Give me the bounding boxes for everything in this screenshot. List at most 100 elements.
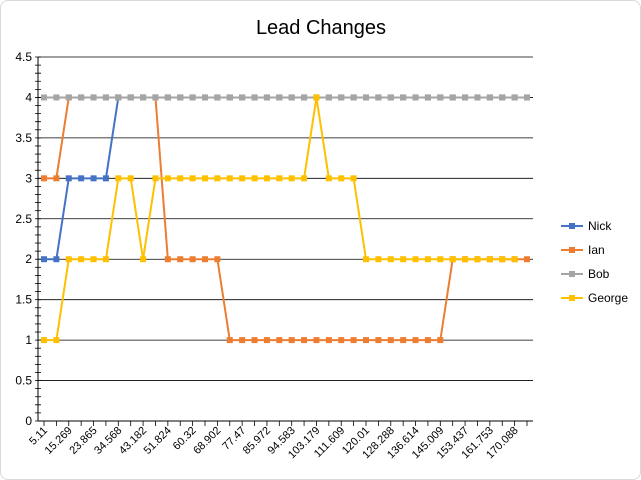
legend-item: Ian (561, 243, 605, 257)
data-point (239, 175, 246, 182)
data-point (164, 256, 171, 263)
data-point (276, 94, 283, 101)
data-point (338, 94, 345, 101)
data-point (338, 337, 345, 344)
data-point (102, 175, 109, 182)
data-point (412, 256, 419, 263)
data-point (263, 94, 270, 101)
chart-title: Lead Changes (256, 17, 386, 39)
data-point (115, 94, 122, 101)
series-george (41, 94, 518, 344)
data-point (350, 175, 357, 182)
data-point (313, 94, 320, 101)
data-point (301, 175, 308, 182)
data-point (288, 337, 295, 344)
data-point (437, 94, 444, 101)
data-point (202, 175, 208, 182)
data-point (511, 94, 518, 101)
data-point (53, 256, 60, 263)
y-tick-label: 2.5 (15, 212, 32, 226)
data-point (486, 94, 493, 101)
data-point (325, 175, 332, 182)
data-point (288, 94, 295, 101)
data-point (375, 337, 382, 344)
y-tick-label: 4.5 (15, 50, 32, 64)
data-point (226, 337, 233, 344)
legend-item: Bob (561, 267, 610, 281)
data-point (127, 94, 134, 101)
data-point (387, 337, 394, 344)
data-point (499, 94, 506, 101)
data-point (437, 337, 444, 344)
y-tick-label: 3 (25, 171, 32, 185)
data-point (437, 256, 444, 263)
legend-marker (569, 247, 575, 253)
data-point (90, 256, 97, 263)
data-point (524, 256, 530, 263)
data-point (41, 175, 47, 182)
data-point (301, 94, 308, 101)
data-point (338, 175, 345, 182)
data-point (363, 94, 369, 101)
legend-marker (569, 223, 575, 229)
data-point (325, 337, 332, 344)
data-point (202, 256, 208, 263)
data-point (102, 256, 109, 263)
data-point (65, 94, 72, 101)
data-point (78, 256, 85, 263)
data-point (424, 337, 431, 344)
data-point (350, 94, 357, 101)
series-bob (41, 94, 530, 101)
data-point (263, 337, 270, 344)
data-point (350, 337, 357, 344)
data-point (288, 175, 295, 182)
x-tick-label: 68.902 (191, 425, 223, 457)
data-point (202, 94, 208, 101)
data-point (189, 175, 196, 182)
data-point (251, 337, 258, 344)
series-lines (41, 94, 530, 344)
legend-label: Ian (588, 243, 605, 257)
data-point (53, 175, 60, 182)
data-point (140, 94, 147, 101)
data-point (400, 94, 407, 101)
data-point (189, 256, 196, 263)
data-point (90, 175, 97, 182)
data-point (127, 175, 134, 182)
data-point (375, 256, 382, 263)
x-tick-label: 51.824 (142, 425, 174, 457)
data-point (226, 175, 233, 182)
data-point (400, 337, 407, 344)
data-point (424, 256, 431, 263)
legend: Nick Ian Bob George (561, 219, 628, 305)
y-tick-label: 1.5 (15, 293, 32, 307)
data-point (78, 175, 85, 182)
data-point (226, 94, 233, 101)
y-tick-label: 0.5 (15, 374, 32, 388)
data-point (325, 94, 332, 101)
data-point (41, 337, 47, 344)
data-point (65, 175, 72, 182)
data-point (214, 175, 221, 182)
data-point (78, 94, 85, 101)
data-point (474, 256, 481, 263)
data-point (239, 337, 246, 344)
data-point (90, 94, 97, 101)
data-point (41, 256, 47, 263)
data-point (474, 94, 481, 101)
y-tick-label: 3.5 (15, 131, 32, 145)
data-point (65, 256, 72, 263)
data-point (53, 337, 60, 344)
y-tick-label: 1 (25, 333, 32, 347)
data-point (462, 94, 469, 101)
data-point (214, 256, 221, 263)
data-point (412, 337, 419, 344)
data-point (387, 256, 394, 263)
legend-label: George (588, 291, 628, 305)
legend-marker (569, 271, 575, 277)
data-point (511, 256, 518, 263)
data-point (424, 94, 431, 101)
data-point (412, 94, 419, 101)
